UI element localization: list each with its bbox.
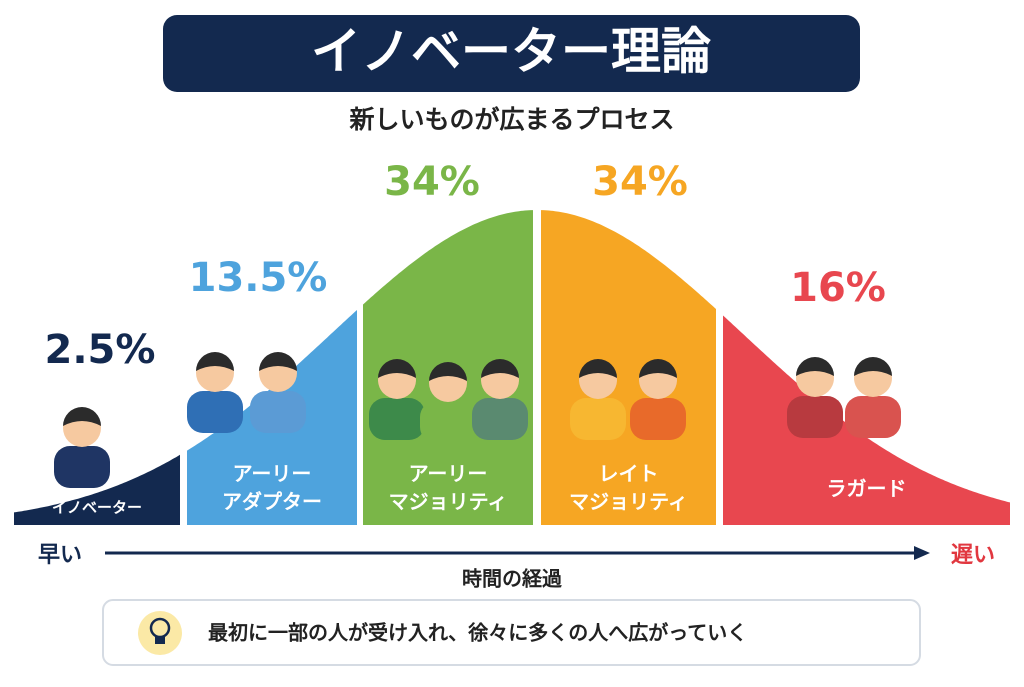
bulb-base — [155, 637, 165, 644]
segment-percent: 13.5% — [189, 255, 328, 301]
segment — [541, 210, 716, 525]
segment-label: レイト — [599, 462, 659, 486]
segment-percent: 2.5% — [45, 327, 156, 373]
person-hair — [259, 352, 297, 371]
person-hair — [481, 359, 519, 378]
segment-percent: 16% — [790, 265, 886, 311]
note: 最初に一部の人が受け入れ、徐々に多くの人へ広がっていく — [208, 621, 747, 645]
segment-label: イノベーター — [52, 499, 142, 517]
person-body — [787, 396, 843, 438]
segment-label: マジョリティ — [389, 490, 508, 514]
person-body — [54, 446, 110, 488]
person-body — [570, 398, 626, 440]
person-body — [420, 401, 476, 443]
title: イノベーター理論 — [311, 23, 711, 81]
person-body — [845, 396, 901, 438]
person-body — [472, 398, 528, 440]
person-body — [187, 391, 243, 433]
segment — [14, 454, 180, 525]
person-hair — [796, 357, 834, 376]
person-hair — [854, 357, 892, 376]
segment-label: アーリー — [409, 462, 488, 486]
segment-percent: 34% — [592, 159, 688, 205]
person-hair — [196, 352, 234, 371]
note-box — [102, 599, 921, 666]
subtitle: 新しいものが広まるプロセス — [348, 105, 674, 134]
segment-label: マジョリティ — [569, 490, 688, 514]
segment-label: ラガード — [827, 477, 907, 501]
axis-start: 早い — [38, 543, 82, 568]
arrow-head — [914, 546, 930, 560]
segment — [723, 315, 1010, 525]
person-hair — [378, 359, 416, 378]
person-body — [630, 398, 686, 440]
person-hair — [639, 359, 677, 378]
person-hair — [63, 407, 101, 426]
person-hair — [579, 359, 617, 378]
axis-caption: 時間の経過 — [462, 567, 562, 591]
axis-end: 遅い — [951, 543, 995, 568]
person-body — [369, 398, 425, 440]
segment-label: アダプター — [222, 490, 322, 514]
bulb-badge — [138, 611, 182, 655]
segment-percent: 34% — [384, 159, 480, 205]
segment-label: アーリー — [233, 462, 312, 486]
person-body — [250, 391, 306, 433]
title-box — [163, 15, 860, 92]
person-hair — [429, 362, 467, 381]
